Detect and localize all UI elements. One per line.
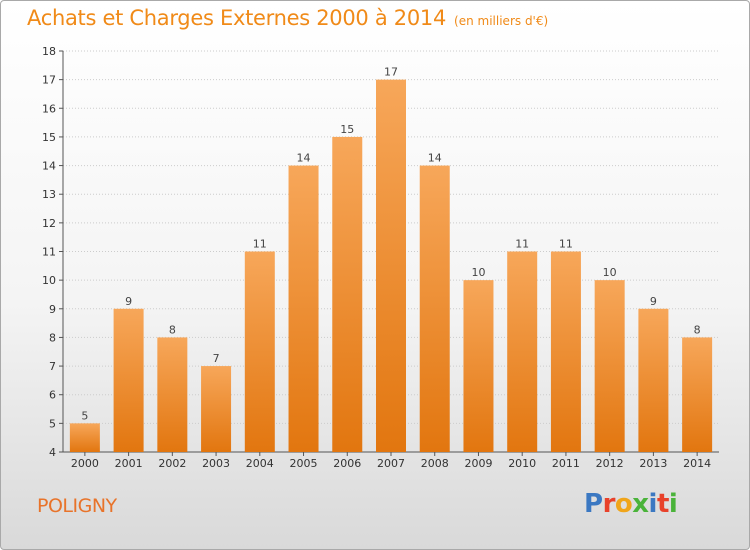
bar [332,136,363,452]
x-tick-label: 2001 [115,457,143,470]
data-label: 11 [559,238,573,251]
y-tick-label: 9 [49,303,56,316]
y-tick-label: 11 [42,246,56,259]
bar [157,337,188,452]
data-label: 8 [694,323,701,336]
x-tick-label: 2011 [552,457,580,470]
y-tick-label: 16 [42,102,56,115]
y-tick-label: 10 [42,274,56,287]
logo-letter: i [668,489,678,519]
y-tick-label: 5 [49,417,56,430]
y-tick-label: 17 [42,74,56,87]
x-tick-label: 2014 [683,457,711,470]
bar [638,308,669,452]
bar [376,79,406,453]
data-label: 11 [515,238,529,251]
data-label: 8 [169,323,176,336]
bar [288,165,319,453]
x-tick-label: 2005 [290,457,318,470]
data-label: 15 [340,123,354,136]
data-label: 7 [213,352,220,365]
title-row: Achats et Charges Externes 2000 à 2014 (e… [27,6,548,30]
x-tick-label: 2000 [71,457,99,470]
logo-letter: x [632,489,649,519]
x-tick-label: 2009 [464,457,492,470]
x-tick-label: 2013 [639,457,667,470]
y-tick-label: 4 [49,446,56,459]
data-label: 14 [297,152,311,165]
bar [113,308,144,452]
bar [594,280,625,452]
x-tick-label: 2007 [377,457,405,470]
proxiti-logo[interactable]: Proxiti [584,489,678,519]
bar [550,251,581,452]
y-tick-label: 8 [49,331,56,344]
data-label: 9 [125,295,132,308]
x-tick-label: 2002 [158,457,186,470]
logo-letter: o [614,489,633,519]
bar [463,280,494,452]
bar [682,337,713,452]
y-tick-label: 13 [42,188,56,201]
chart-subtitle: (en milliers d'€) [454,14,549,28]
logo-letter: r [602,489,616,519]
place-name: POLIGNY [37,495,117,517]
y-tick-label: 14 [42,160,56,173]
data-label: 14 [428,152,442,165]
bar [244,251,275,452]
logo-letter: P [584,489,603,519]
y-tick-label: 7 [49,360,56,373]
data-label: 10 [471,266,485,279]
x-tick-label: 2003 [202,457,230,470]
bar [419,165,450,453]
y-tick-label: 15 [42,131,56,144]
y-tick-label: 12 [42,217,56,230]
y-tick-label: 18 [42,45,56,58]
data-label: 11 [253,238,267,251]
data-label: 5 [81,409,88,422]
bar [507,251,538,452]
x-tick-label: 2012 [596,457,624,470]
logo-letter: t [656,489,669,519]
logo-letter: i [648,489,658,519]
chart-title: Achats et Charges Externes 2000 à 2014 [27,6,447,30]
bar [201,366,232,452]
x-tick-label: 2004 [246,457,274,470]
x-tick-label: 2010 [508,457,536,470]
data-label: 10 [603,266,617,279]
data-label: 17 [384,66,398,79]
y-tick-label: 6 [49,389,56,402]
bar [69,423,100,452]
x-tick-label: 2006 [333,457,361,470]
data-label: 9 [650,295,657,308]
x-tick-label: 2008 [421,457,449,470]
